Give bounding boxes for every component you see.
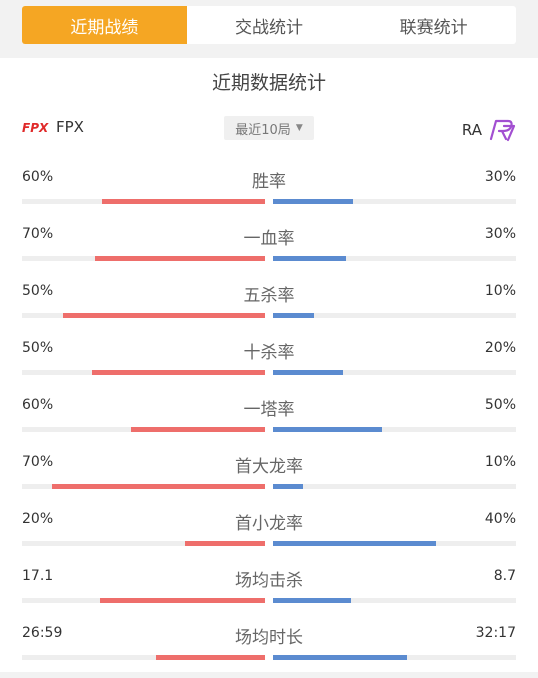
left-bar-track: [22, 256, 265, 261]
stat-label: 一塔率: [243, 400, 295, 420]
right-bar-track: [273, 655, 516, 660]
top-bar: 近期战绩 交战统计 联赛统计: [0, 0, 538, 53]
right-bar-track: [273, 427, 516, 432]
right-bar-fill: [273, 427, 382, 432]
stat-row: 50% 五杀率 10%: [0, 273, 538, 330]
stat-label: 首大龙率: [235, 457, 303, 477]
left-bar-fill: [185, 541, 265, 546]
match-count-filter[interactable]: 最近10局 ▼: [224, 116, 314, 140]
left-bar-fill: [131, 427, 265, 432]
right-bar-track: [273, 598, 516, 603]
left-bar-fill: [156, 655, 265, 660]
stat-right-value: 32:17: [475, 625, 516, 641]
right-bar-track: [273, 313, 516, 318]
stat-right-value: 50%: [484, 397, 516, 413]
stat-row: 70% 一血率 30%: [0, 216, 538, 273]
left-bar-fill: [92, 370, 265, 375]
stat-label: 首小龙率: [235, 514, 303, 534]
stat-row: 20% 首小龙率 40%: [0, 501, 538, 558]
stat-left-value: 60%: [22, 169, 54, 185]
left-bar-track: [22, 541, 265, 546]
stat-label: 一血率: [243, 229, 295, 249]
left-bar-fill: [95, 256, 265, 261]
tab-bar: 近期战绩 交战统计 联赛统计: [22, 6, 516, 44]
section-title: 近期数据统计: [211, 72, 326, 94]
stat-right-value: 8.7: [493, 568, 516, 584]
right-bar-fill: [273, 484, 303, 489]
stat-label: 十杀率: [243, 343, 295, 363]
right-bar-fill: [273, 313, 314, 318]
right-bar-track: [273, 370, 516, 375]
stat-row: 26:59 场均时长 32:17: [0, 615, 538, 672]
stat-left-value: 20%: [22, 511, 54, 527]
right-bar-fill: [273, 541, 436, 546]
stats-panel: 近期数据统计 FPX FPX 最近10局 ▼ RA 60% 胜率 30% 70% 一血率…: [0, 58, 538, 672]
stat-label: 胜率: [252, 172, 286, 192]
team-right-name: RA: [461, 121, 482, 139]
stat-right-value: 40%: [484, 511, 516, 527]
tab-league-stats[interactable]: 联赛统计: [399, 17, 468, 38]
stat-right-value: 30%: [484, 169, 516, 185]
filter-label: 最近10局: [235, 122, 291, 138]
left-bar-fill: [100, 598, 265, 603]
stat-left-value: 26:59: [22, 625, 63, 641]
right-bar-fill: [273, 199, 353, 204]
team-left: FPX FPX: [22, 118, 84, 136]
svg-text:FPX: FPX: [22, 121, 49, 134]
left-bar-track: [22, 427, 265, 432]
stat-right-value: 10%: [484, 454, 516, 470]
tab-recent-record[interactable]: 近期战绩: [22, 6, 187, 44]
tab-head-to-head[interactable]: 交战统计: [235, 17, 303, 38]
stat-left-value: 50%: [22, 283, 54, 299]
right-bar-track: [273, 256, 516, 261]
left-bar-track: [22, 313, 265, 318]
stat-label: 场均时长: [235, 628, 303, 648]
stat-row: 17.1 场均击杀 8.7: [0, 558, 538, 615]
stat-row: 70% 首大龙率 10%: [0, 444, 538, 501]
stat-left-value: 60%: [22, 397, 54, 413]
right-bar-track: [273, 484, 516, 489]
stat-label: 五杀率: [243, 286, 295, 306]
left-bar-track: [22, 598, 265, 603]
stat-right-value: 20%: [484, 340, 516, 356]
right-bar-track: [273, 541, 516, 546]
stat-right-value: 30%: [484, 226, 516, 242]
stat-left-value: 50%: [22, 340, 54, 356]
right-bar-fill: [273, 370, 343, 375]
ra-logo-icon: [488, 118, 516, 142]
stat-right-value: 10%: [484, 283, 516, 299]
stat-label: 场均击杀: [235, 571, 303, 591]
stat-left-value: 17.1: [22, 568, 54, 584]
stat-row: 60% 一塔率 50%: [0, 387, 538, 444]
caret-down-icon: ▼: [295, 123, 303, 133]
right-bar-fill: [273, 256, 346, 261]
stat-left-value: 70%: [22, 226, 54, 242]
team-left-name: FPX: [56, 118, 84, 136]
right-bar-track: [273, 199, 516, 204]
right-bar-fill: [273, 655, 407, 660]
left-bar-track: [22, 484, 265, 489]
fpx-logo-icon: FPX: [22, 120, 50, 134]
team-right: RA: [462, 118, 516, 142]
left-bar-track: [22, 370, 265, 375]
left-bar-track: [22, 655, 265, 660]
left-bar-fill: [63, 313, 265, 318]
left-bar-fill: [102, 199, 265, 204]
left-bar-fill: [52, 484, 265, 489]
right-bar-fill: [273, 598, 351, 603]
left-bar-track: [22, 199, 265, 204]
stat-row: 50% 十杀率 20%: [0, 330, 538, 387]
stat-row: 60% 胜率 30%: [0, 159, 538, 216]
stat-left-value: 70%: [22, 454, 54, 470]
